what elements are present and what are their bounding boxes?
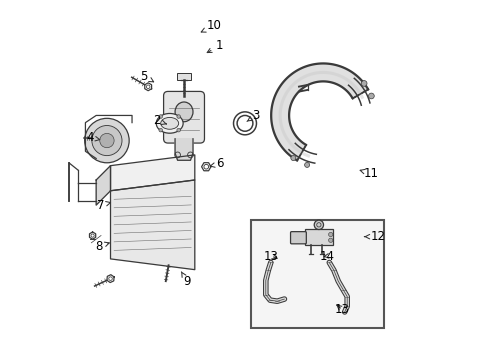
Circle shape [305, 162, 310, 167]
Circle shape [329, 238, 333, 242]
Text: 8: 8 [95, 240, 109, 253]
Text: 2: 2 [153, 114, 167, 127]
Text: 4: 4 [86, 131, 100, 144]
Circle shape [291, 156, 296, 161]
Polygon shape [111, 180, 195, 270]
Circle shape [159, 115, 163, 118]
Circle shape [92, 126, 122, 156]
Polygon shape [96, 166, 111, 205]
Circle shape [315, 252, 322, 260]
Text: 5: 5 [140, 69, 154, 82]
Polygon shape [271, 63, 368, 161]
FancyBboxPatch shape [305, 229, 333, 245]
Circle shape [100, 134, 114, 148]
Text: 13: 13 [264, 249, 278, 262]
Text: 10: 10 [201, 19, 222, 32]
Circle shape [368, 93, 374, 99]
Text: 6: 6 [210, 157, 223, 170]
FancyBboxPatch shape [291, 231, 306, 244]
Polygon shape [111, 155, 195, 191]
Text: 11: 11 [360, 167, 379, 180]
Text: 14: 14 [320, 249, 335, 262]
Text: 7: 7 [97, 199, 111, 212]
Circle shape [314, 220, 323, 229]
Circle shape [85, 118, 129, 163]
FancyBboxPatch shape [177, 73, 191, 80]
Text: 9: 9 [181, 272, 191, 288]
Circle shape [177, 129, 180, 132]
Polygon shape [175, 139, 193, 160]
Text: 1: 1 [207, 39, 223, 53]
Circle shape [329, 232, 333, 237]
Ellipse shape [156, 113, 183, 133]
Ellipse shape [175, 102, 193, 122]
Text: 13: 13 [335, 303, 350, 316]
Circle shape [361, 81, 367, 86]
Circle shape [177, 115, 180, 118]
Ellipse shape [161, 117, 179, 129]
Bar [251, 220, 384, 328]
FancyBboxPatch shape [164, 91, 204, 143]
Circle shape [159, 129, 163, 132]
Text: 3: 3 [247, 109, 259, 122]
Text: 12: 12 [365, 230, 385, 243]
